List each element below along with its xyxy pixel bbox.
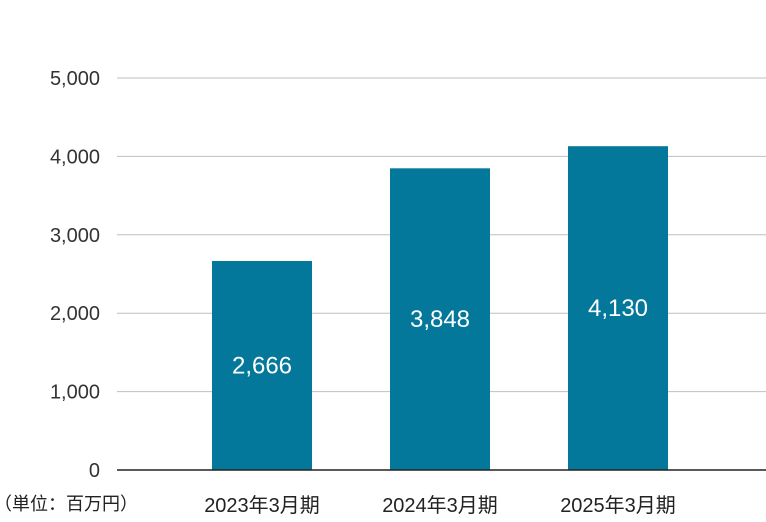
x-tick-label: 2023年3月期 [204,494,320,517]
y-tick-label: 2,000 [50,303,100,325]
bar [212,260,312,470]
bar-value-labels: 2,666 3,848 4,130 [232,295,648,379]
x-tick-label: 2025年3月期 [560,494,676,517]
y-tick-label: 5,000 [50,68,100,90]
x-axis-labels: 2023年3月期 2024年3月期 2025年3月期 [204,494,676,517]
y-tick-label: 3,000 [50,225,100,247]
bars [212,146,668,470]
y-tick-label: 1,000 [50,382,100,404]
bar [568,146,668,470]
unit-label: （単位：百万円） [0,494,138,515]
y-tick-label: 4,000 [50,146,100,168]
bar-value-label: 4,130 [588,295,648,322]
bar [390,168,490,470]
bar-value-label: 2,666 [232,352,292,379]
x-tick-label: 2024年3月期 [382,494,498,517]
y-axis-ticks: 0 1,000 2,000 3,000 4,000 5,000 [50,68,100,482]
bar-value-label: 3,848 [410,306,470,333]
y-tick-label: 0 [89,460,100,482]
